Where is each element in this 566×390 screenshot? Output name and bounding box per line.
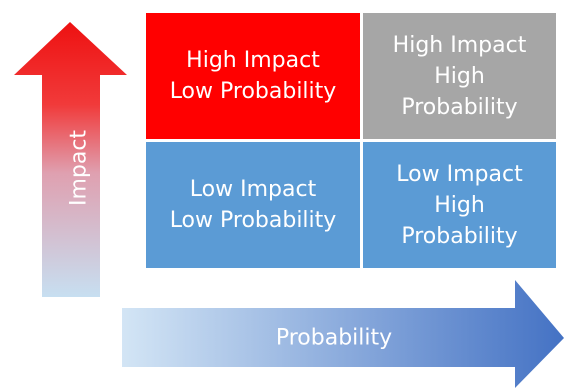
- quadrant-high-impact-low-probability: High Impact Low Probability: [146, 13, 360, 139]
- quadrant-high-impact-high-probability: High Impact High Probability: [363, 13, 556, 139]
- quadrant-text-line: High Impact: [186, 48, 320, 73]
- quadrant-text-line: High: [434, 63, 485, 89]
- impact-arrow: [14, 22, 127, 297]
- probability-axis-label: Probability: [275, 325, 393, 351]
- quadrant-text-line: High Impact: [392, 32, 527, 58]
- quadrant-text-line: Low Probability: [169, 79, 337, 104]
- quadrant-text-line: Probability: [401, 223, 518, 249]
- probability-arrow: [122, 280, 564, 388]
- quadrant-low-impact-low-probability: Low Impact Low Probability: [146, 142, 360, 268]
- quadrant-text-line: Low Impact: [396, 161, 523, 187]
- quadrant-text-line: Low Probability: [169, 208, 337, 233]
- quadrant-text-line: Probability: [401, 94, 518, 120]
- quadrant-text-line: Low Impact: [189, 177, 317, 202]
- quadrant-low-impact-high-probability: Low Impact High Probability: [363, 142, 556, 268]
- impact-axis-label: Impact: [66, 129, 92, 207]
- quadrant-text-line: High: [434, 192, 485, 218]
